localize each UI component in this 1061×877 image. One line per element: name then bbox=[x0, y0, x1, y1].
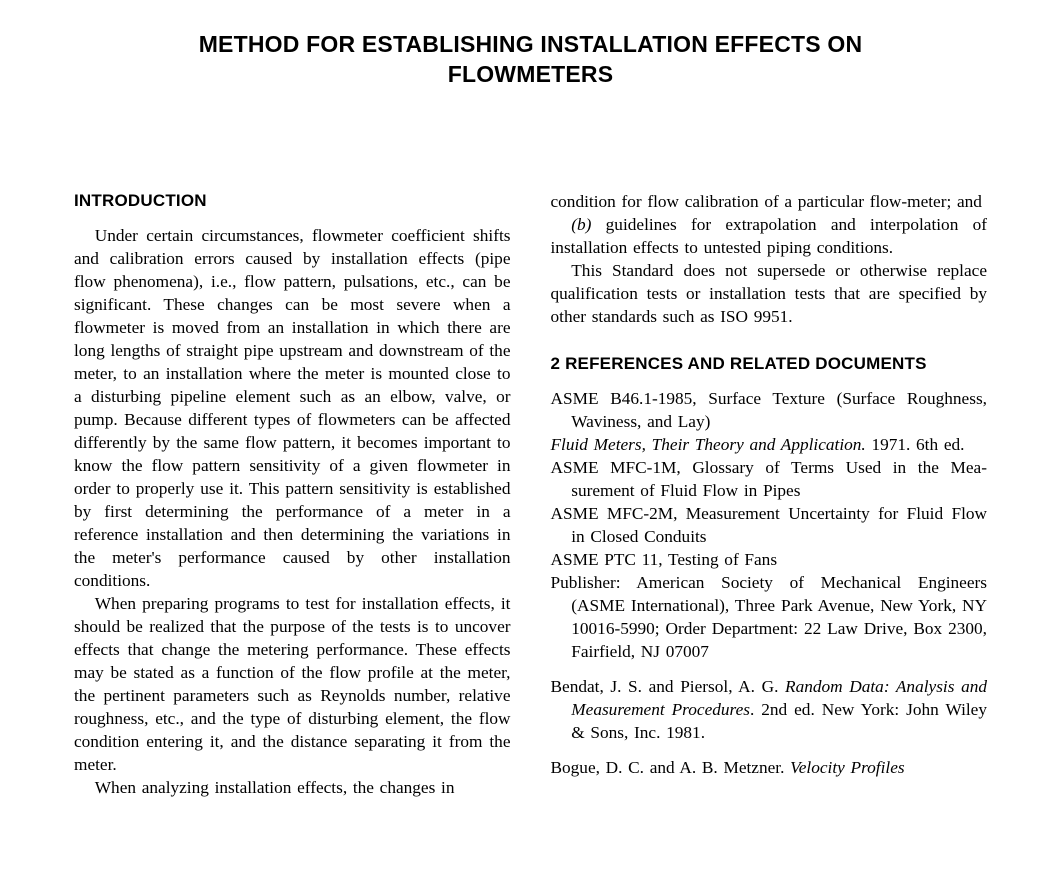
reference-2: Fluid Meters, Their Theory and Applicati… bbox=[551, 433, 988, 456]
document-page: METHOD FOR ESTABLISHING INSTALLATION EFF… bbox=[0, 0, 1061, 799]
reference-8-authors: Bogue, D. C. and A. B. Metzner. bbox=[551, 758, 791, 777]
intro-para-3: When analyzing installation effects, the… bbox=[74, 776, 511, 799]
right-column: condition for flow calibration of a part… bbox=[551, 190, 988, 800]
reference-5: ASME PTC 11, Testing of Fans bbox=[551, 548, 988, 571]
scope-disclaimer: This Standard does not supersede or othe… bbox=[551, 259, 988, 328]
intro-para-2: When preparing programs to test for inst… bbox=[74, 592, 511, 776]
page-title: METHOD FOR ESTABLISHING INSTALLATION EFF… bbox=[74, 30, 987, 90]
left-column: INTRODUCTION Under certain circumstances… bbox=[74, 190, 511, 800]
item-b-text: guidelines for extrapolation and interpo… bbox=[551, 215, 988, 257]
introduction-heading: INTRODUCTION bbox=[74, 190, 511, 213]
two-column-layout: INTRODUCTION Under certain circumstances… bbox=[74, 190, 987, 800]
continued-line: condition for flow calibration of a part… bbox=[551, 190, 988, 213]
reference-3: ASME MFC-1M, Glossary of Terms Used in t… bbox=[551, 456, 988, 502]
reference-8: Bogue, D. C. and A. B. Metzner. Velocity… bbox=[551, 756, 988, 779]
item-b: (b) guidelines for extrapolation and int… bbox=[551, 213, 988, 259]
reference-2-rest: 1971. 6th ed. bbox=[866, 435, 965, 454]
title-line-1: METHOD FOR ESTABLISHING INSTALLATION EFF… bbox=[199, 31, 863, 57]
references-heading: 2 REFERENCES AND RELATED DOCUMENTS bbox=[551, 353, 988, 376]
reference-7-authors: Bendat, J. S. and Piersol, A. G. bbox=[551, 677, 786, 696]
reference-2-title: Fluid Meters, Their Theory and Applicati… bbox=[551, 435, 866, 454]
reference-7: Bendat, J. S. and Piersol, A. G. Random … bbox=[551, 675, 988, 744]
title-line-2: FLOWMETERS bbox=[448, 61, 614, 87]
reference-1: ASME B46.1-1985, Surface Texture (Surfac… bbox=[551, 387, 988, 433]
reference-4: ASME MFC-2M, Measurement Uncertainty for… bbox=[551, 502, 988, 548]
intro-para-1: Under certain circumstances, flowmeter c… bbox=[74, 224, 511, 592]
reference-8-title: Velocity Profiles bbox=[790, 758, 904, 777]
enum-label-b: (b) bbox=[571, 215, 591, 234]
reference-6: Publisher: American Society of Mechanica… bbox=[551, 571, 988, 663]
